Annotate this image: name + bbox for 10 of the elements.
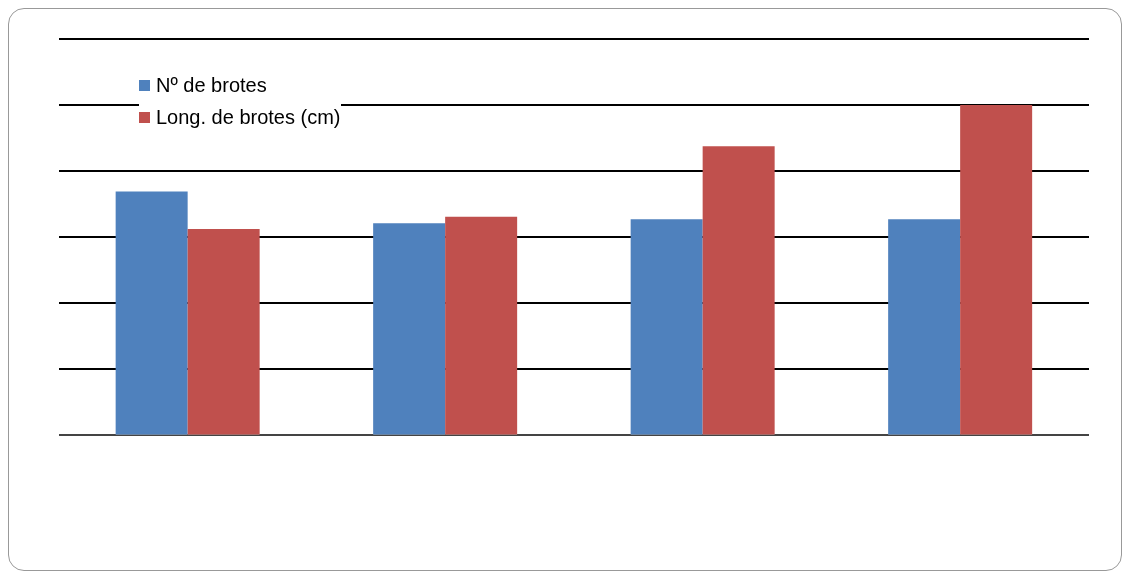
bar (187, 229, 260, 435)
bar (373, 223, 446, 435)
legend-label: Long. de brotes (cm) (156, 105, 341, 130)
bar (630, 219, 703, 435)
legend-label: Nº de brotes (156, 73, 267, 98)
bar (702, 146, 775, 435)
bar (960, 105, 1033, 435)
bar (888, 219, 961, 435)
bar (115, 191, 188, 435)
bar (445, 216, 518, 435)
